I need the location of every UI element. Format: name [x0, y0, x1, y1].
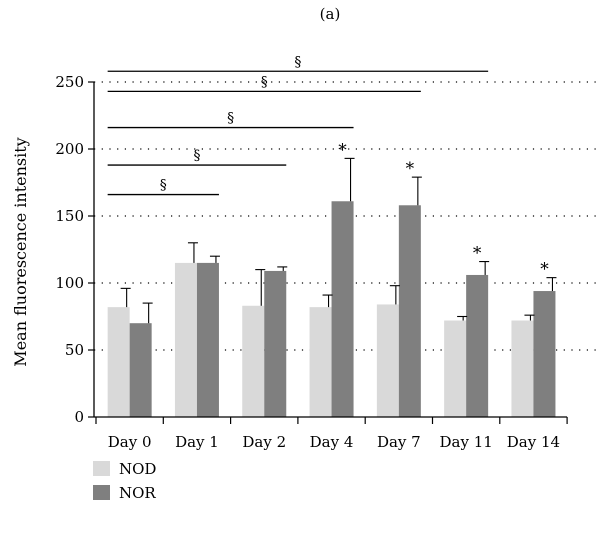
bar-nor-day-0 [129, 323, 152, 417]
bar-nod-day-2 [242, 305, 265, 417]
legend-swatch-nod [93, 461, 110, 476]
bar-nod-day-1 [174, 262, 197, 417]
x-ticks: Day 0 Day 1 Day 2 Day 4 Day 7 Day 11 Day 14 [95, 417, 568, 451]
bar-nor-day-4 [331, 201, 354, 417]
y-tick-label-50: 50 [65, 341, 84, 359]
y-tick-label-250: 250 [55, 73, 84, 91]
bar-nod-day-11 [444, 320, 467, 417]
significance-star-day-7: * [406, 159, 415, 179]
x-tick-label-day-14: Day 14 [507, 433, 560, 451]
bar-nor-day-7 [398, 205, 421, 417]
bar-nod-day-4 [309, 307, 332, 417]
x-tick-label-day-0: Day 0 [108, 433, 152, 451]
legend-label-nor: NOR [119, 484, 156, 502]
x-tick-label-day-4: Day 4 [310, 433, 354, 451]
comparison-label-0: § [160, 178, 167, 194]
y-ticks: 0 50 100 150 200 250 [55, 73, 94, 426]
x-tick-label-day-2: Day 2 [242, 433, 286, 451]
bar-nod-day-0 [107, 307, 130, 417]
y-tick-label-100: 100 [55, 274, 84, 292]
comparison-label-1: § [193, 148, 200, 164]
error-bars [120, 157, 557, 324]
bar-nor-day-1 [196, 262, 219, 417]
panel-label: (a) [320, 5, 341, 23]
bars [107, 201, 556, 417]
axes [93, 82, 568, 418]
comparison-label-4: § [294, 54, 301, 70]
bar-nod-day-14 [511, 320, 534, 417]
y-axis-label: Mean fluorescence intensity [11, 137, 30, 366]
significance-star-day-14: * [540, 260, 549, 280]
x-tick-label-day-7: Day 7 [377, 433, 421, 451]
significance-stars: * * * * [338, 140, 549, 279]
comparison-label-3: § [261, 74, 268, 90]
legend-label-nod: NOD [119, 460, 156, 478]
legend: NOD NOR [93, 460, 156, 502]
y-tick-label-0: 0 [74, 408, 84, 426]
x-tick-label-day-1: Day 1 [175, 433, 219, 451]
significance-star-day-4: * [338, 140, 347, 160]
comparison-label-2: § [227, 111, 234, 127]
y-tick-label-150: 150 [55, 207, 84, 225]
x-tick-label-day-11: Day 11 [439, 433, 492, 451]
legend-swatch-nor [93, 485, 110, 500]
comparison-lines: § § § § § [107, 54, 489, 196]
bar-nor-day-2 [264, 270, 287, 417]
bar-nor-day-11 [466, 274, 489, 417]
significance-star-day-11: * [473, 244, 482, 264]
bar-nor-day-14 [533, 291, 556, 417]
y-tick-label-200: 200 [55, 140, 84, 158]
bar-nod-day-7 [376, 304, 399, 417]
